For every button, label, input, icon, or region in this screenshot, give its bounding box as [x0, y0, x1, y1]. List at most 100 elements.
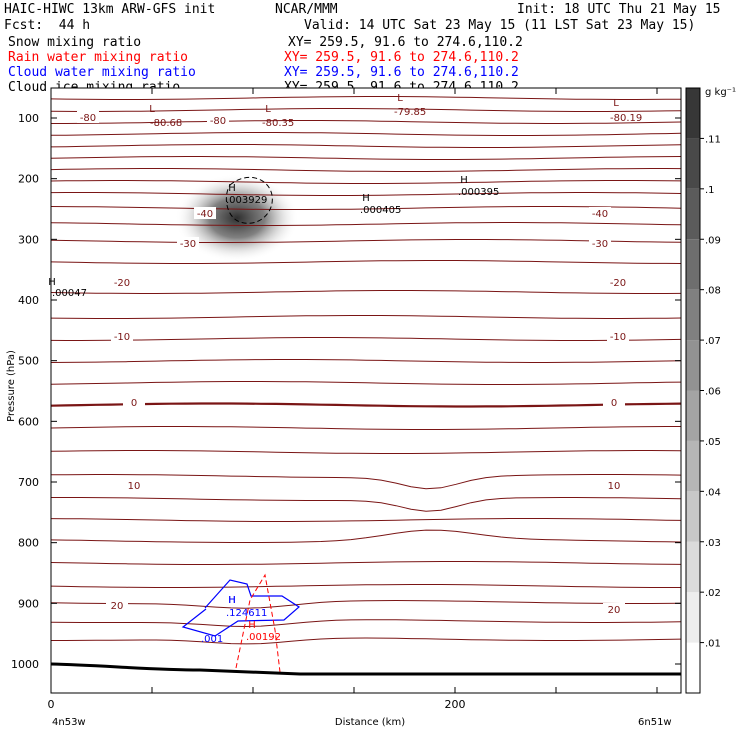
extremum-marker: H	[48, 277, 56, 288]
plot-area	[51, 88, 681, 693]
isotherm-line	[51, 584, 681, 588]
extremum-value: -80.35	[262, 118, 294, 129]
isotherm-line	[51, 315, 681, 319]
extremum-marker: H	[228, 183, 236, 194]
colorbar-swatch	[686, 642, 700, 693]
isotherm-line	[51, 144, 681, 148]
colorbar-tick-label: .06	[705, 387, 721, 398]
colorbar-swatch	[686, 289, 700, 341]
y-tick-label: 700	[18, 476, 39, 489]
isotherm-line	[51, 290, 681, 294]
y-axis-label: Pressure (hPa)	[6, 350, 17, 422]
x-tick-label: 0	[48, 698, 55, 711]
isotherm-line	[51, 222, 681, 226]
extremum-marker: L	[397, 93, 403, 104]
temp-label: 0	[611, 398, 617, 409]
snow-shading	[175, 174, 299, 262]
y-tick-label: 900	[18, 597, 39, 610]
isotherm-line	[51, 192, 681, 196]
colorbar-tick-label: .1	[705, 185, 715, 196]
x-tick-label: 200	[445, 698, 466, 711]
isotherm-line	[51, 402, 681, 408]
init-time: Init: 18 UTC Thu 21 May 15	[517, 2, 721, 17]
isotherm-line	[51, 450, 681, 454]
extremum-value: .003929	[226, 195, 267, 206]
colorbar-tick-label: .07	[705, 336, 721, 347]
temp-label: -80	[210, 116, 226, 127]
colorbar-tick-label: .05	[705, 437, 721, 448]
temp-label-bg	[603, 479, 625, 491]
isotherm-line	[51, 497, 681, 512]
temp-label: 10	[128, 481, 141, 492]
y-tick-label: 200	[18, 173, 39, 186]
isotherm-line	[51, 168, 681, 172]
temp-label-bg	[603, 396, 625, 408]
colorbar-swatch	[686, 340, 700, 391]
extremum-marker: H	[228, 595, 236, 606]
field-cloudwater-name: Cloud water mixing ratio	[8, 65, 196, 80]
plot-background	[51, 88, 681, 693]
plot-frame	[50, 87, 682, 694]
forecast-hour: Fcst: 44 h	[4, 18, 91, 33]
x-end-left-label: 4n53w	[52, 717, 86, 728]
isotherm-line	[51, 381, 681, 385]
isotherm-line	[51, 239, 681, 243]
valid-time: Valid: 14 UTC Sat 23 May 15 (11 LST Sat …	[304, 18, 696, 33]
x-end-right-label: 6n51w	[638, 717, 672, 728]
isotherm-line	[51, 96, 681, 100]
temp-label: -40	[197, 209, 213, 220]
extremum-value: .001	[201, 634, 223, 645]
temp-label: -10	[610, 332, 626, 343]
y-tick-label: 400	[18, 294, 39, 307]
temp-label-bg	[123, 479, 145, 491]
isotherm-line	[51, 619, 681, 628]
colorbar-tick-label: .08	[705, 286, 721, 297]
isotherm-line	[51, 108, 681, 112]
snow-contour	[225, 176, 273, 224]
temp-label: 20	[608, 605, 621, 616]
temp-label-bg	[207, 114, 229, 126]
temp-label: -40	[592, 209, 608, 220]
temp-label: -80	[80, 113, 96, 124]
contour-labels: -80 -80 -40 -40 -30 -30 -20 -20 -10 -10 0 0 10 10 20 20…	[48, 93, 642, 645]
extremum-marker: H	[228, 595, 236, 606]
extremum-value: .00192	[246, 632, 281, 643]
y-tick-label: 500	[18, 355, 39, 368]
isotherm-line	[51, 426, 681, 430]
rain-contour	[235, 573, 281, 673]
isotherm-line	[51, 337, 681, 341]
temp-label: 0	[131, 398, 137, 409]
extremum-marker: H	[362, 193, 370, 204]
colorbar-tick-label: .01	[705, 639, 721, 650]
field-snow-name: Snow mixing ratio	[8, 35, 142, 50]
isotherm-lines	[51, 96, 681, 645]
isotherm-line	[51, 156, 681, 160]
colorbar-swatch	[686, 88, 700, 139]
isotherm-line	[51, 599, 681, 609]
isotherm-line	[51, 120, 681, 124]
y-tick-label: 600	[18, 415, 39, 428]
isotherm-line	[51, 359, 681, 363]
colorbar-swatch	[686, 188, 700, 240]
temp-label: -20	[114, 278, 130, 289]
x-axis-label: Distance (km)	[335, 717, 405, 728]
colorbar-swatch	[686, 440, 700, 492]
extremum-marker: H	[460, 175, 468, 186]
y-tick-label: 800	[18, 537, 39, 550]
colorbar-tick-label: .04	[705, 487, 721, 498]
colorbar-tick-label: .09	[705, 235, 721, 246]
temp-label-bg	[589, 237, 611, 249]
extremum-marker: H	[248, 620, 256, 631]
colorbar-swatch	[686, 491, 700, 542]
colorbar-swatch	[686, 239, 700, 290]
isotherm-line	[51, 180, 681, 184]
temp-label-bg	[194, 207, 216, 219]
temp-label-bg	[589, 207, 611, 219]
temp-label-bg	[77, 111, 99, 123]
temp-label: 20	[111, 601, 124, 612]
temp-label: -30	[180, 239, 196, 250]
colorbar-tick-label: .03	[705, 538, 721, 549]
colorbar: .01 .02 .03 .04 .05 .06 .07 .08 .09 .1 .11	[685, 87, 721, 694]
